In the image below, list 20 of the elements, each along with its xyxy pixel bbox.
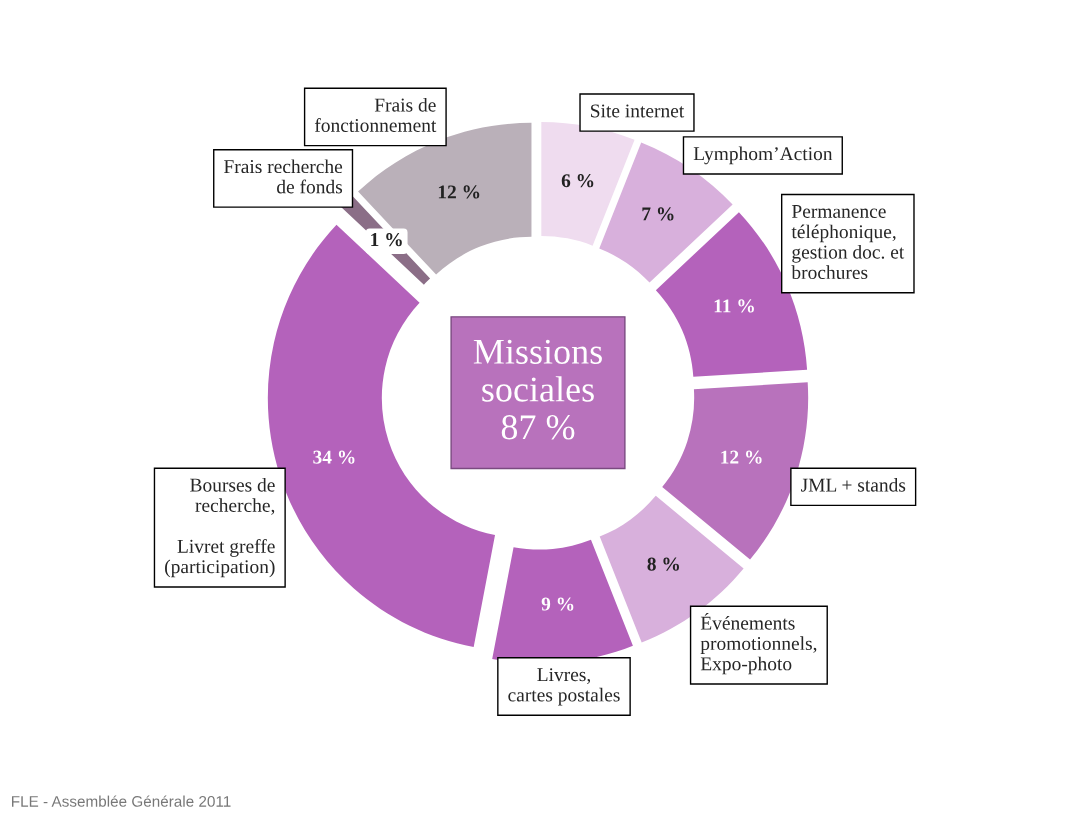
slice-label: Lymphom’Action xyxy=(693,146,833,165)
data-label: 7 % xyxy=(642,207,674,221)
slice-label: Événements promotionnels, Expo-photo xyxy=(700,612,817,675)
data-label: 11 % xyxy=(714,299,754,313)
text: Missions sociales 87 % xyxy=(473,339,602,440)
category-label: Bourses de recherche, Livret greffe (participation) xyxy=(165,477,275,578)
data-label: 12 % xyxy=(438,185,480,199)
slice-label: Frais de fonctionnement xyxy=(314,97,437,132)
data-label: 8 % xyxy=(647,557,680,571)
text: FLE - Assemblée Générale 2011 xyxy=(12,795,231,807)
data-label: 1 % xyxy=(371,233,402,247)
slice-label: Livres, cartes postales xyxy=(508,668,620,706)
slice-label: Frais recherche de fonds xyxy=(224,159,343,194)
slice-label: Permanence téléphonique, gestion doc. et brochures xyxy=(791,205,905,280)
data-label: 34 % xyxy=(313,450,355,464)
slice-label: Site internet xyxy=(591,104,685,118)
slice-label: JML + stands xyxy=(801,477,906,492)
data-label: 12 % xyxy=(721,450,762,464)
data-label: 9 % xyxy=(541,597,574,611)
data-label: 6 % xyxy=(561,174,594,188)
